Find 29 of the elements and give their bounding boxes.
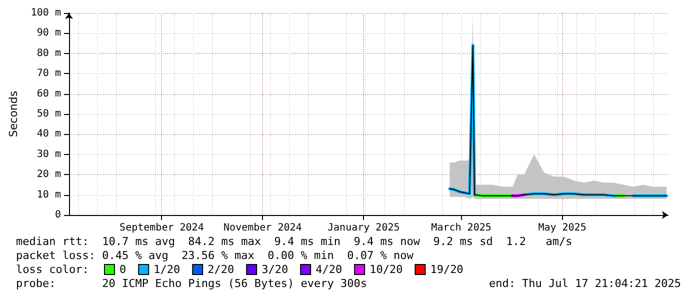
text: end: Thu Jul 17 21:04:21 2025 xyxy=(488,277,682,290)
legend-label: 3/20 xyxy=(262,263,288,276)
x-tick-label: November 2024 xyxy=(224,222,302,234)
legend-label: 19/20 xyxy=(430,263,464,276)
y-tick-label: 50 m xyxy=(36,108,61,120)
legend-label: 1/20 xyxy=(154,263,180,276)
y-tick-label: 60 m xyxy=(36,88,61,100)
y-tick-label: 10 m xyxy=(36,189,61,200)
y-tick-label: 90 m xyxy=(36,28,61,39)
y-tick-label: 20 m xyxy=(36,169,61,180)
text: median rtt: 10.7 ms avg 84.2 ms max 9.4 ms min 9.4 ms now 9.2 ms sd 1.2 am/s xyxy=(16,235,572,248)
legend-label: 10/20 xyxy=(370,263,403,276)
legend-title: loss color: xyxy=(16,263,89,276)
y-tick-label: 40 m xyxy=(36,128,61,140)
x-tick-label: March 2025 xyxy=(431,222,492,234)
x-tick-label: September 2024 xyxy=(120,222,204,234)
y-tick-label: 80 m xyxy=(36,48,61,59)
text: packet loss: 0.45 % avg 23.56 % max 0.00 % min 0.07 % now xyxy=(16,249,414,262)
legend-label: 4/20 xyxy=(316,263,342,276)
x-tick-label: May 2025 xyxy=(538,222,586,234)
x-tick-label: January 2025 xyxy=(328,222,400,234)
y-axis-title: Seconds xyxy=(7,90,20,138)
y-tick-label: 0 xyxy=(54,210,61,220)
y-tick-label: 70 m xyxy=(36,68,61,80)
legend-label: 0 xyxy=(120,263,126,276)
text: probe: 20 ICMP Echo Pings (56 Bytes) every 300s xyxy=(16,277,367,290)
y-tick-label: 30 m xyxy=(36,148,61,160)
y-tick-label: 100 m xyxy=(30,8,61,18)
legend-label: 2/20 xyxy=(208,263,234,276)
